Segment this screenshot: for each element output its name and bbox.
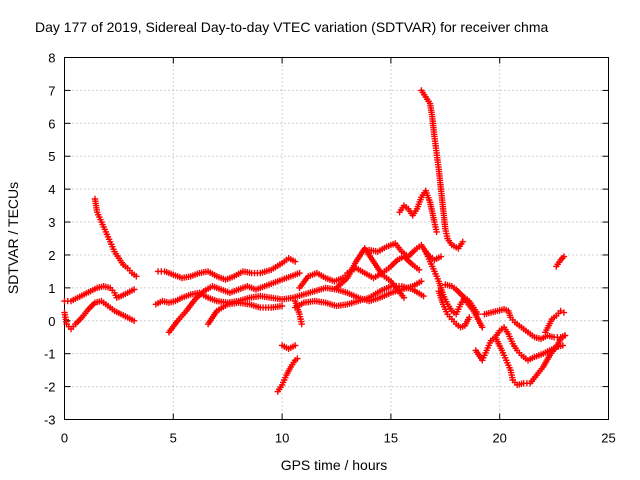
data-point xyxy=(459,238,466,245)
plot-frame xyxy=(64,57,609,420)
y-tick-label: -3 xyxy=(44,413,56,428)
data-points xyxy=(61,87,569,395)
x-tick-label: 0 xyxy=(61,431,68,446)
series-track-s xyxy=(435,287,473,331)
data-point xyxy=(291,258,299,265)
series-track-t xyxy=(472,324,567,364)
series-track-i xyxy=(278,342,299,352)
data-point xyxy=(437,253,445,260)
series-track-k xyxy=(291,283,427,311)
y-tick-label: 1 xyxy=(48,281,55,296)
data-point xyxy=(418,278,425,285)
data-point xyxy=(479,324,486,331)
data-point xyxy=(559,342,567,349)
x-tick-label: 15 xyxy=(384,431,398,446)
data-point xyxy=(400,294,408,301)
y-tick-label: -2 xyxy=(44,380,56,395)
y-tick-label: 0 xyxy=(48,314,55,329)
y-tick-label: 6 xyxy=(48,116,55,131)
data-point xyxy=(130,286,138,293)
data-point xyxy=(278,302,286,310)
data-point xyxy=(415,266,423,273)
data-point xyxy=(557,307,564,315)
data-point xyxy=(560,253,568,260)
series-track-e xyxy=(154,255,299,283)
x-axis: 0 5 10 15 20 25 xyxy=(61,57,616,446)
data-point xyxy=(296,269,303,277)
y-tick-label: 5 xyxy=(48,149,55,164)
x-tick-label: 20 xyxy=(492,431,506,446)
series-track-r xyxy=(442,281,486,331)
data-point xyxy=(433,228,440,236)
y-tick-label: 4 xyxy=(48,182,55,197)
y-tick-label: 2 xyxy=(48,248,55,263)
series-track-f xyxy=(165,269,303,336)
chart-title: Day 177 of 2019, Sidereal Day-to-day VTE… xyxy=(35,19,548,35)
y-axis-label: SDTVAR / TECUs xyxy=(5,182,21,294)
series-track-b xyxy=(61,297,138,333)
data-point xyxy=(466,314,473,321)
series-track-g xyxy=(204,299,286,328)
y-tick-label: 8 xyxy=(48,51,55,66)
y-axis: -3 -2 -1 0 1 2 3 4 5 6 7 8 xyxy=(44,51,609,428)
x-tick-label: 5 xyxy=(170,431,177,446)
x-tick-label: 10 xyxy=(275,431,289,446)
series-track-o xyxy=(396,187,440,236)
series-track-c xyxy=(91,195,140,280)
series-track-w xyxy=(542,307,568,336)
y-tick-label: 3 xyxy=(48,215,55,230)
series-track-a xyxy=(61,283,138,305)
x-tick-label: 25 xyxy=(601,431,615,446)
x-axis-label: GPS time / hours xyxy=(281,457,388,473)
series-track-v xyxy=(492,332,569,389)
data-point xyxy=(561,332,569,339)
data-point xyxy=(294,355,301,362)
series-track-m xyxy=(333,245,408,301)
data-point xyxy=(291,342,299,349)
series-track-p xyxy=(418,87,466,252)
series-track-h xyxy=(274,355,301,395)
data-point xyxy=(298,320,305,328)
data-point xyxy=(560,309,568,316)
data-point xyxy=(133,273,140,280)
y-tick-label: -1 xyxy=(44,347,56,362)
y-tick-label: 7 xyxy=(48,83,55,98)
series-track-x xyxy=(553,253,568,270)
data-point xyxy=(420,292,427,300)
grid xyxy=(64,57,609,420)
data-point xyxy=(130,317,138,324)
